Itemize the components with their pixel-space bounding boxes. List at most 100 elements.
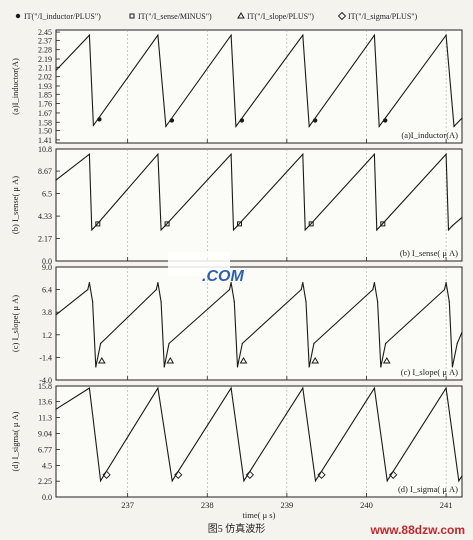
series-marker-triangle xyxy=(97,356,106,364)
series-marker-diamond xyxy=(317,470,326,479)
series-marker-triangle xyxy=(382,356,391,364)
data-point xyxy=(373,387,376,389)
data-point xyxy=(461,117,463,119)
data-point xyxy=(230,282,232,284)
y-tick-label: 2.28 xyxy=(38,46,52,55)
y-tick-label: 9.04 xyxy=(38,429,52,438)
data-point xyxy=(157,387,159,389)
legend-label: IT("/I_sigma/PLUS") xyxy=(348,12,418,21)
series-marker-diamond xyxy=(389,470,398,479)
data-point xyxy=(302,282,304,284)
x-axis-label: time( μ s) xyxy=(243,510,276,520)
plot-frame xyxy=(55,266,463,381)
x-tick-label: 241 xyxy=(440,500,453,510)
y-tick-label: 4.5 xyxy=(42,461,52,470)
series-marker-diamond xyxy=(245,470,255,479)
data-point xyxy=(160,229,162,231)
data-point xyxy=(155,289,157,291)
series-marker-square xyxy=(237,221,243,227)
data-point xyxy=(461,475,463,477)
series-marker-circle xyxy=(239,118,245,123)
legend-label: IT("/I_slope/PLUS") xyxy=(247,12,314,21)
watermark-logo: .COM xyxy=(168,252,244,285)
legend: IT("/I_inductor/PLUS") IT("/I_sense/MINUS… xyxy=(15,11,418,21)
waveform-figure: IT("/I_inductor/PLUS") IT("/I_sense/MINUS… xyxy=(10,11,463,520)
data-point xyxy=(88,282,91,284)
y-tick-label: 6.4 xyxy=(42,286,52,295)
x-tick-label: 238 xyxy=(201,500,214,510)
y-tick-label: 4.33 xyxy=(38,212,52,221)
site-watermark-url[interactable]: www.88dzw.com xyxy=(370,523,465,537)
series-marker-circle xyxy=(169,118,175,123)
data-point xyxy=(88,153,91,155)
series-marker-triangle xyxy=(311,356,320,364)
data-point xyxy=(88,387,91,389)
data-point xyxy=(445,282,447,284)
y-tick-label: 1.58 xyxy=(38,118,52,127)
chart-panels: 2.452.372.282.192.112.021.931.851.761.67… xyxy=(10,28,463,520)
legend-marker-square xyxy=(129,13,135,19)
data-point xyxy=(445,387,447,389)
data-point xyxy=(236,366,239,368)
series-marker-square xyxy=(380,221,386,227)
data-point xyxy=(55,408,57,410)
data-point xyxy=(243,480,245,482)
series-line xyxy=(55,33,463,128)
data-point xyxy=(445,153,447,155)
data-point xyxy=(373,153,376,155)
watermark-background xyxy=(168,252,230,276)
data-point xyxy=(447,229,450,231)
data-point xyxy=(372,289,374,291)
panel-2: 10.8 8.67 6.5 4.33 2.17 0.0 (b) I_sense( μ A) (… xyxy=(10,145,463,266)
data-point xyxy=(445,34,447,36)
data-point xyxy=(314,480,317,482)
panel-annotation: (b) I_sense( μ A) xyxy=(400,248,458,258)
panel-1: 2.452.372.282.192.112.021.931.851.761.67… xyxy=(10,28,463,145)
y-tick-label: 1.85 xyxy=(38,90,52,99)
y-tick-label: 2.37 xyxy=(38,36,52,45)
data-point xyxy=(451,225,454,227)
panel-annotation: (d) I_sigma( μ A) xyxy=(398,484,458,494)
data-point xyxy=(313,342,315,345)
y-tick-label: 0.0 xyxy=(42,257,52,266)
series-marker-triangle xyxy=(239,356,248,364)
y-tick-label: 10.8 xyxy=(38,145,52,154)
legend-label: IT("/I_inductor/PLUS") xyxy=(24,12,101,21)
data-point xyxy=(376,229,378,231)
series-marker-triangle xyxy=(166,356,175,364)
data-point xyxy=(168,342,170,345)
y-axis-label: (a)I_inductor(A) xyxy=(10,58,20,115)
data-point xyxy=(304,229,306,231)
data-point xyxy=(448,301,450,303)
series-line xyxy=(55,152,463,232)
watermark-text: .COM xyxy=(202,268,244,285)
data-point xyxy=(88,34,91,36)
figure-caption: 图5 仿真波形 xyxy=(207,524,266,535)
series-marker-square xyxy=(95,221,101,227)
y-tick-label: 1.41 xyxy=(38,136,52,145)
series-marker-square xyxy=(164,221,170,227)
data-point xyxy=(308,366,310,368)
data-point xyxy=(95,366,97,368)
y-tick-label: 2.11 xyxy=(38,63,52,72)
y-tick-label: 2.25 xyxy=(38,477,52,486)
series-marker-circle xyxy=(383,118,388,123)
y-tick-label: 6.5 xyxy=(42,190,52,199)
x-tick-label: 239 xyxy=(280,500,293,510)
data-point xyxy=(171,480,173,482)
data-point xyxy=(456,342,458,345)
data-point xyxy=(160,301,162,303)
y-axis-label: (d) I_sigma( μ A) xyxy=(10,411,20,471)
y-tick-label: 6.77 xyxy=(38,445,52,454)
y-tick-label: 9.0 xyxy=(42,263,52,272)
data-point xyxy=(228,289,231,291)
series-line xyxy=(55,282,463,368)
data-point xyxy=(232,229,235,231)
y-tick-label: 2.19 xyxy=(38,55,52,64)
data-point xyxy=(163,366,165,368)
data-point xyxy=(92,301,94,303)
data-point xyxy=(443,289,446,291)
legend-marker-circle xyxy=(15,13,21,19)
data-point xyxy=(233,301,235,303)
data-point xyxy=(461,331,463,333)
